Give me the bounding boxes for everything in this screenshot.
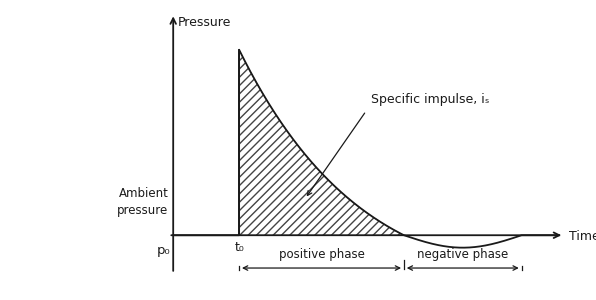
Text: Specific impulse, iₛ: Specific impulse, iₛ [371, 93, 489, 106]
Text: Pressure: Pressure [178, 16, 231, 29]
Text: positive phase: positive phase [278, 248, 364, 261]
Text: p₀: p₀ [157, 244, 171, 257]
Text: t₀: t₀ [234, 241, 244, 254]
Text: negative phase: negative phase [417, 248, 508, 261]
Text: Time: Time [569, 230, 596, 243]
Text: Ambient
pressure: Ambient pressure [117, 187, 169, 217]
